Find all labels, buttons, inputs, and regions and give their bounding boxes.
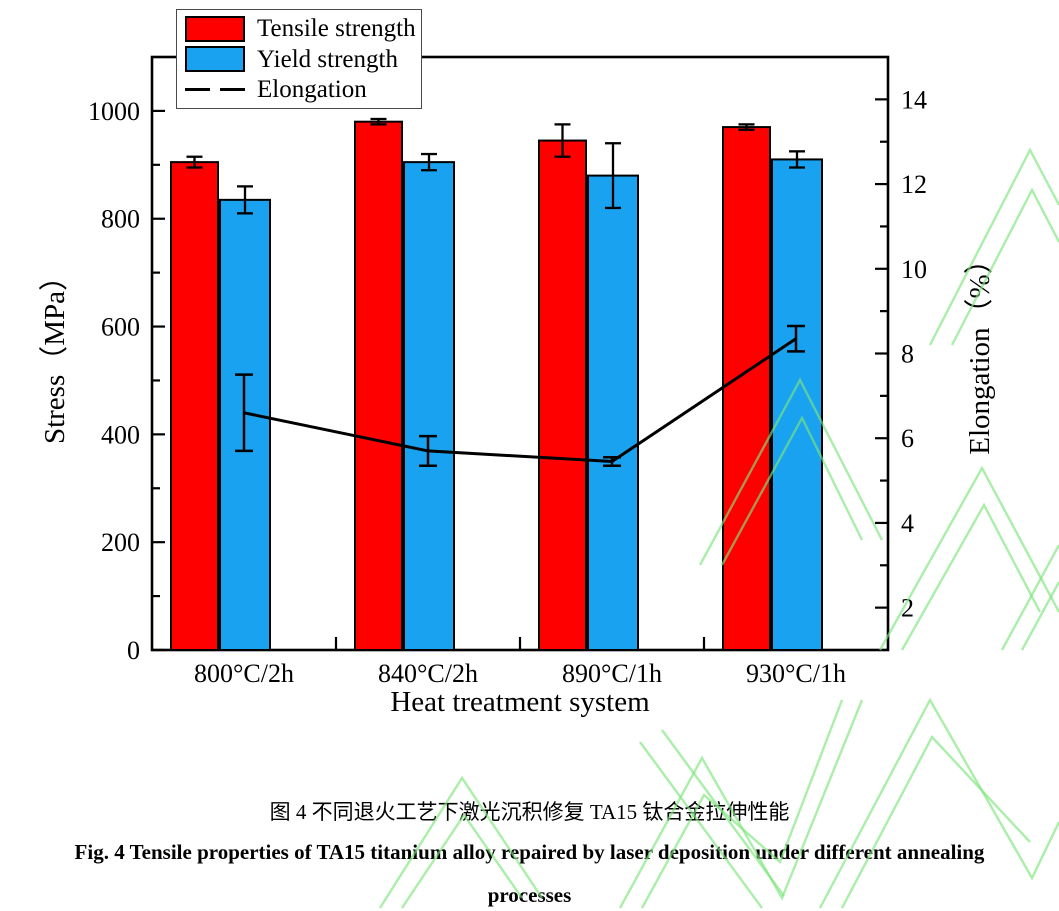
legend-label-elongation: Elongation xyxy=(257,76,367,103)
bar xyxy=(403,161,455,651)
right-axis-ticks: 2 4 6 8 10 12 14 xyxy=(875,85,927,623)
x-axis-ticks: 800°C/2h 840°C/2h 890°C/1h 930°C/1h xyxy=(194,637,846,688)
left-tick-label: 200 xyxy=(101,528,140,557)
legend-entry-yield: Yield strength xyxy=(185,45,413,73)
elongation-line-marker xyxy=(185,77,245,103)
left-axis-ticks: 0 200 400 600 800 1000 xyxy=(88,97,165,665)
bar xyxy=(722,126,771,651)
x-category-label: 840°C/2h xyxy=(378,659,478,688)
left-tick-label: 0 xyxy=(127,636,140,665)
x-category-label: 800°C/2h xyxy=(194,659,294,688)
legend-entry-elongation: Elongation xyxy=(185,76,413,104)
tensile-strength-swatch xyxy=(185,15,245,42)
left-axis-title: Stress（MPa） xyxy=(39,261,71,445)
legend-entry-tensile: Tensile strength xyxy=(185,15,416,43)
right-tick-label: 8 xyxy=(901,340,914,369)
x-category-label: 930°C/1h xyxy=(746,659,846,688)
caption-english-line1: Fig. 4 Tensile properties of TA15 titani… xyxy=(74,840,985,864)
line-dash-icon xyxy=(185,88,210,91)
right-tick-label: 14 xyxy=(901,85,927,114)
legend-label-tensile: Tensile strength xyxy=(257,15,416,42)
right-tick-label: 2 xyxy=(901,594,914,623)
x-axis-title: Heat treatment system xyxy=(390,686,650,718)
bar xyxy=(771,158,823,651)
yield-strength-swatch xyxy=(185,46,245,72)
elongation-line xyxy=(243,337,797,464)
right-tick-label: 10 xyxy=(901,255,927,284)
legend-label-yield: Yield strength xyxy=(257,45,398,73)
line-dash-icon xyxy=(220,88,245,91)
bar xyxy=(538,139,587,652)
left-tick-label: 1000 xyxy=(88,97,140,126)
left-tick-label: 600 xyxy=(101,313,140,342)
left-tick-label: 400 xyxy=(101,420,140,449)
caption-english-line2: processes xyxy=(487,883,572,907)
bar xyxy=(170,161,219,651)
chart-legend: Tensile strength Yield strength Elongati… xyxy=(176,9,422,109)
bar xyxy=(354,120,403,651)
chart-plot-area: 0 200 400 600 800 1000 2 4 6 8 10 12 14 800°C/2h 840°C… xyxy=(88,55,927,688)
bar xyxy=(587,174,639,651)
right-tick-label: 4 xyxy=(901,509,914,538)
left-tick-label: 800 xyxy=(101,205,140,234)
line-elongation xyxy=(235,324,805,467)
caption-chinese: 图 4 不同退火工艺下激光沉积修复 TA15 钛合金拉伸性能 xyxy=(269,800,790,824)
right-tick-label: 12 xyxy=(901,170,927,199)
x-category-label: 890°C/1h xyxy=(562,659,662,688)
right-tick-label: 6 xyxy=(901,424,914,453)
right-axis-title: Elongation（%） xyxy=(964,245,996,455)
